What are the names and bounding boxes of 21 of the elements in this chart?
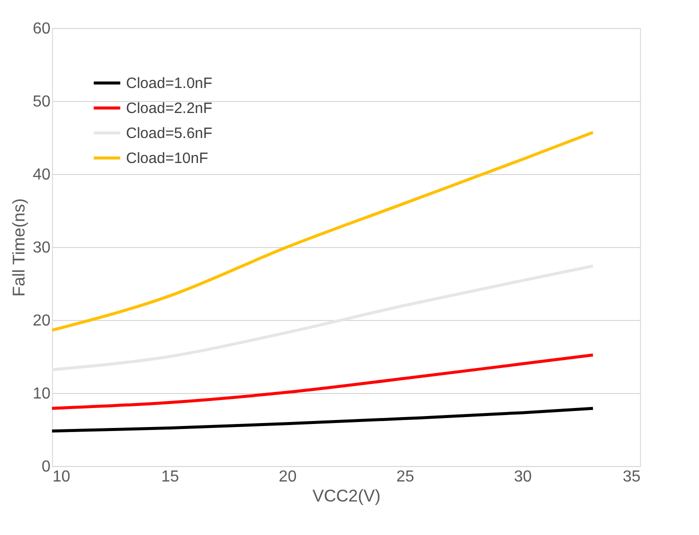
- y-tick-label: 10: [32, 386, 51, 402]
- y-tick-label: 50: [32, 94, 51, 110]
- x-tick-label: 25: [396, 468, 414, 486]
- x-axis-title: VCC2(V): [312, 486, 381, 506]
- line-series: [50, 354, 594, 410]
- line-series: [50, 406, 594, 432]
- legend-label: Cload=10nF: [126, 150, 208, 167]
- y-tick-label: 30: [32, 240, 51, 256]
- y-tick-label: 40: [32, 166, 51, 184]
- y-tick-label: 0: [42, 458, 51, 476]
- legend-label: Cload=2.2nF: [126, 100, 212, 117]
- x-tick-label: 30: [514, 468, 532, 486]
- y-tick-label: 20: [32, 312, 51, 330]
- legend-label: Cload=5.6nF: [126, 125, 212, 142]
- y-axis-title: Fall Time(ns): [10, 198, 29, 297]
- y-tick-label: 60: [32, 20, 51, 38]
- x-tick-label: 15: [161, 468, 180, 486]
- x-tick-label: 10: [52, 468, 70, 486]
- legend-label: Cload=1.0nF: [126, 75, 212, 92]
- x-tick-label: 20: [278, 468, 297, 486]
- x-tick-label: 35: [622, 468, 641, 486]
